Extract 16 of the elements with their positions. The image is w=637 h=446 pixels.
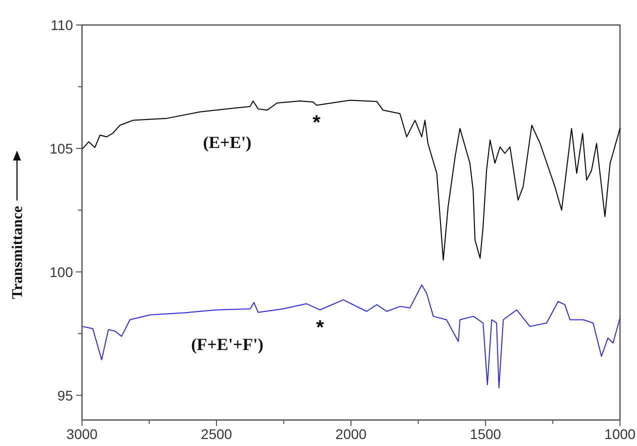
x-tick-label: 2000 <box>335 426 367 442</box>
x-tick-label: 3000 <box>66 426 98 442</box>
y-tick-label: 100 <box>50 264 74 280</box>
x-tick-label: 2500 <box>200 426 232 442</box>
y-tick-label: 105 <box>50 140 74 156</box>
x-tick-label: 1000 <box>604 426 636 442</box>
line-series <box>82 284 620 388</box>
line-series <box>82 100 620 261</box>
series-label: (E+E') <box>203 133 252 152</box>
series-label: (F+E'+F') <box>191 334 264 354</box>
annotation: * <box>312 112 321 134</box>
annotation: * <box>316 316 324 339</box>
y-tick-label: 95 <box>57 387 74 404</box>
y-tick-label: 110 <box>50 17 74 33</box>
x-tick-label: 1500 <box>470 426 502 442</box>
y-axis-title: Transmittance <box>10 206 26 300</box>
